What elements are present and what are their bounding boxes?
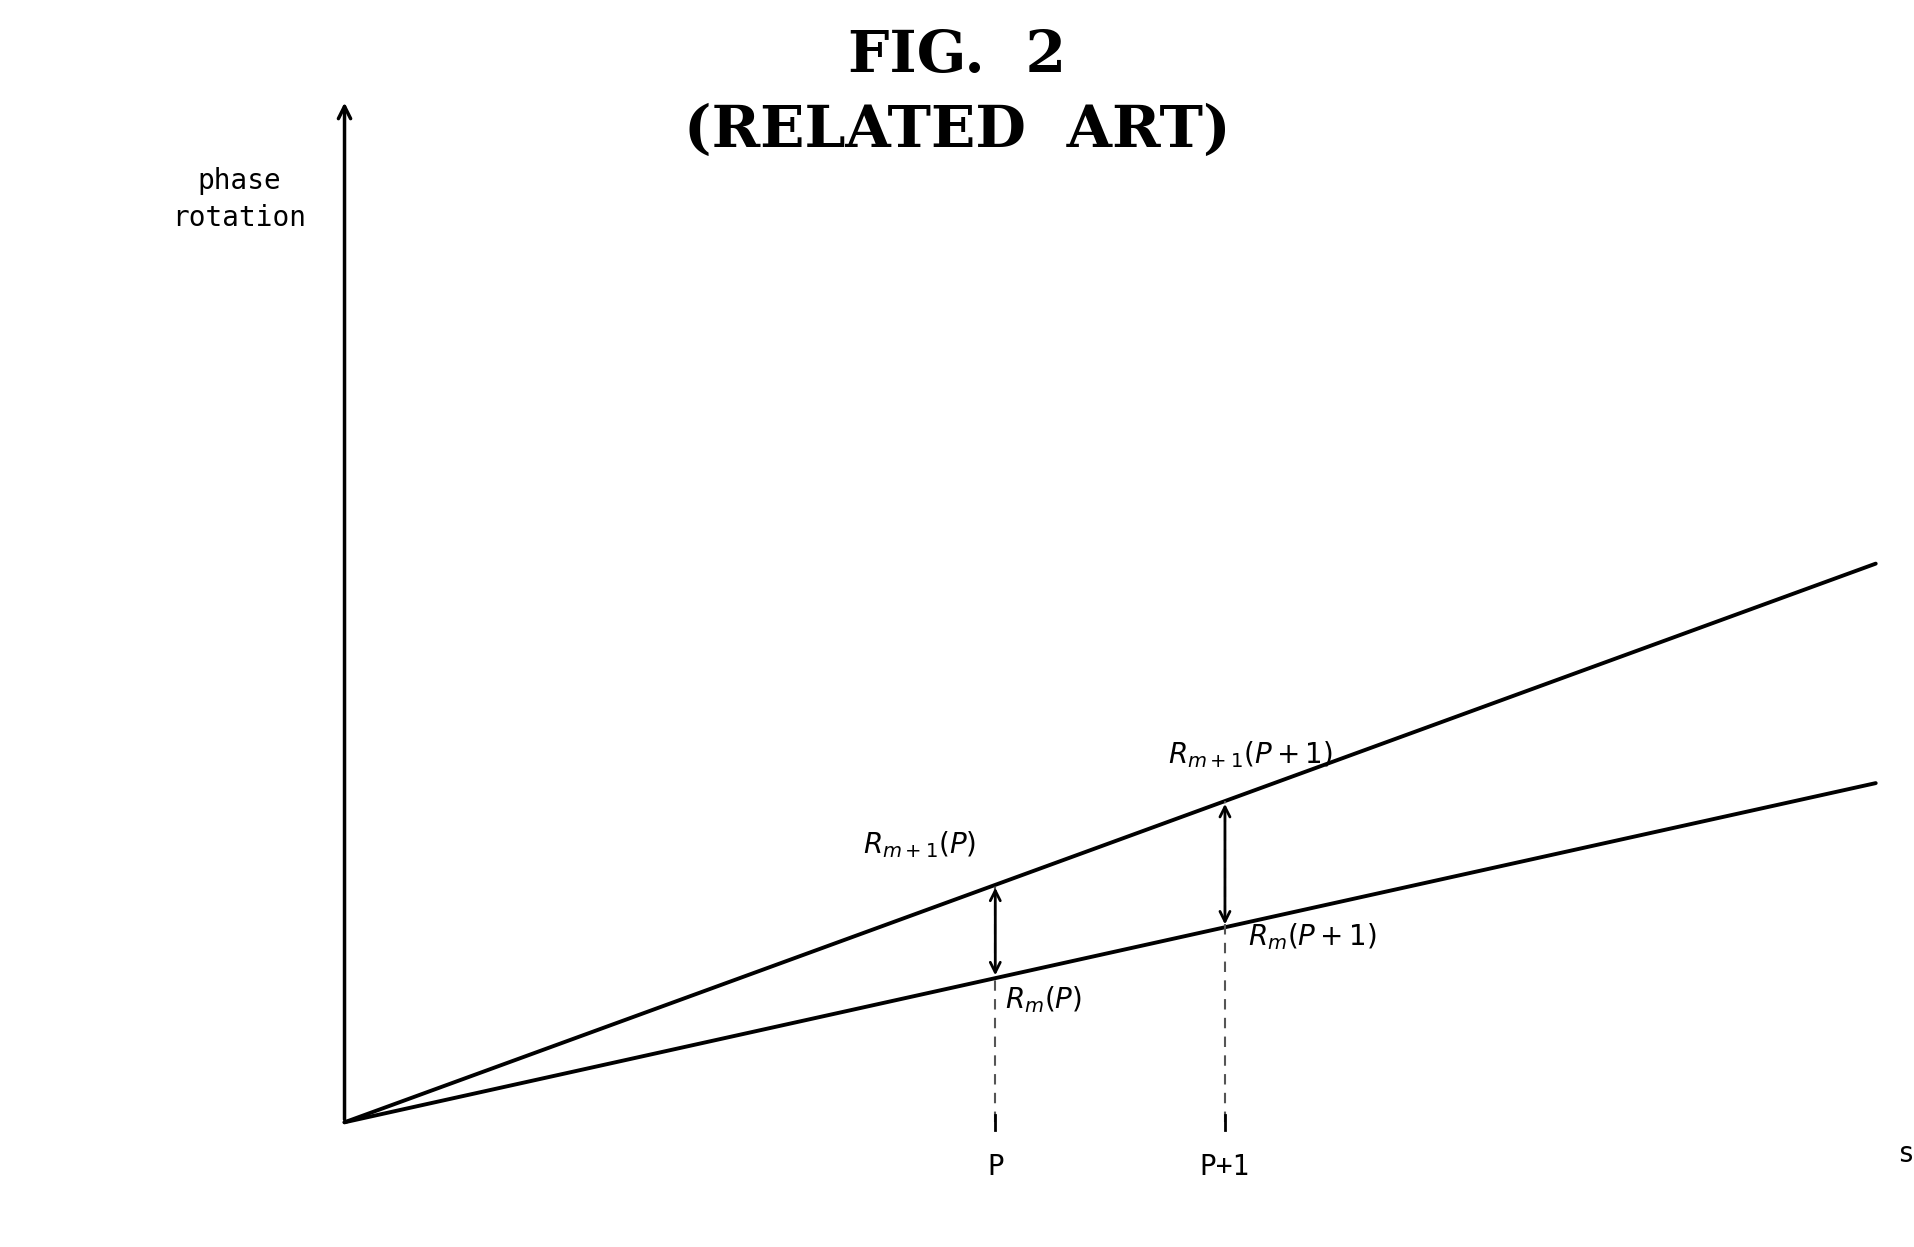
Text: $R_{m+1}(P+1)$: $R_{m+1}(P+1)$ [1168, 739, 1332, 769]
Text: phase
rotation: phase rotation [172, 167, 306, 232]
Text: (RELATED  ART): (RELATED ART) [683, 104, 1231, 158]
Text: P: P [988, 1153, 1003, 1181]
Text: FIG.  2: FIG. 2 [848, 29, 1066, 84]
Text: subcarrier
index: subcarrier index [1897, 1140, 1914, 1205]
Text: $R_m(P)$: $R_m(P)$ [1005, 984, 1081, 1015]
Text: P+1: P+1 [1200, 1153, 1250, 1181]
Text: $R_m(P+1)$: $R_m(P+1)$ [1248, 922, 1376, 951]
Text: $R_{m+1}(P)$: $R_{m+1}(P)$ [863, 829, 976, 860]
